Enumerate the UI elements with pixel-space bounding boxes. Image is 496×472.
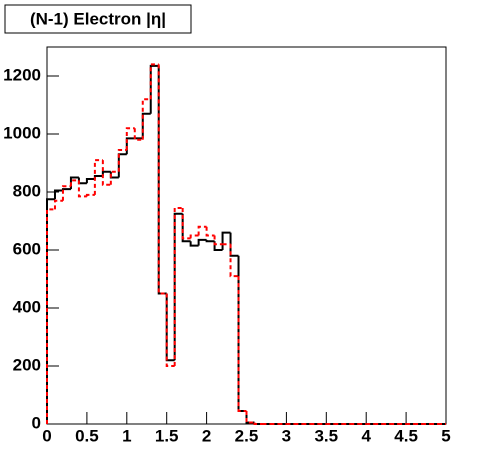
histogram-step xyxy=(61,185,71,201)
histogram-step xyxy=(77,180,87,198)
histogram-step xyxy=(133,128,143,141)
histogram-step xyxy=(69,176,79,190)
histogram-step xyxy=(69,179,79,187)
x-tick-label: 2 xyxy=(202,426,211,445)
histogram-step xyxy=(165,293,175,367)
x-tick-label: 4.5 xyxy=(394,426,418,445)
histogram-step xyxy=(253,422,263,425)
y-tick-label: 600 xyxy=(13,239,41,258)
histogram-step xyxy=(141,112,151,139)
histogram-step xyxy=(237,255,247,412)
y-tick-label: 1200 xyxy=(3,65,41,84)
x-tick-label: 1 xyxy=(122,426,131,445)
x-tick-label: 3 xyxy=(282,426,291,445)
histogram-step xyxy=(165,293,175,362)
histogram-step xyxy=(61,188,71,191)
histogram-step xyxy=(189,241,199,247)
x-tick-label: 0 xyxy=(42,426,51,445)
histogram-step xyxy=(245,410,255,424)
histogram-step xyxy=(213,241,223,251)
histogram-step xyxy=(197,225,207,236)
histogram-step xyxy=(181,207,191,240)
histogram-step xyxy=(157,65,167,295)
chart-title: (N-1) Electron |η| xyxy=(30,9,166,28)
histogram-step xyxy=(221,231,231,250)
histogram-step xyxy=(213,235,223,246)
y-tick-label: 200 xyxy=(13,355,41,374)
histogram-step xyxy=(229,232,239,257)
histogram-step xyxy=(101,170,111,177)
histogram-step xyxy=(53,199,63,210)
plot-frame xyxy=(46,46,447,425)
histogram-step xyxy=(117,153,127,178)
histogram-step xyxy=(53,189,63,200)
x-tick-label: 3.5 xyxy=(314,426,338,445)
y-tick-label: 0 xyxy=(32,413,41,432)
histogram-step xyxy=(85,193,95,197)
histogram-step xyxy=(117,148,127,172)
histogram-step xyxy=(229,244,239,278)
histogram-step xyxy=(237,276,247,412)
x-tick-label: 2.5 xyxy=(235,426,259,445)
x-tick-label: 0.5 xyxy=(75,426,99,445)
y-tick-label: 1000 xyxy=(3,123,41,142)
x-tick-label: 1.5 xyxy=(155,426,179,445)
histogram-step xyxy=(205,239,215,243)
histogram-step xyxy=(85,177,95,184)
histogram-step xyxy=(46,208,55,424)
histogram-step xyxy=(77,177,87,185)
histogram-step xyxy=(173,206,183,366)
histogram-step xyxy=(101,160,111,186)
histogram-step xyxy=(149,64,159,114)
histogram-step xyxy=(149,63,159,100)
histogram-step xyxy=(125,137,135,155)
histogram-step xyxy=(157,64,167,295)
title-box xyxy=(4,4,192,34)
histogram-step xyxy=(93,159,103,195)
histogram-step xyxy=(93,175,103,179)
histogram-step xyxy=(245,410,255,424)
histogram-step xyxy=(46,198,55,424)
histogram-step xyxy=(173,212,183,361)
histogram-step xyxy=(181,213,191,243)
y-tick-label: 400 xyxy=(13,297,41,316)
histogram-step xyxy=(141,98,151,140)
x-tick-label: 5 xyxy=(441,426,450,445)
y-tick-label: 800 xyxy=(13,181,41,200)
histogram-step xyxy=(189,234,199,239)
x-tick-label: 4 xyxy=(361,426,371,445)
histogram-step xyxy=(125,127,135,150)
histogram-step xyxy=(205,226,215,237)
histogram-step xyxy=(197,238,207,246)
